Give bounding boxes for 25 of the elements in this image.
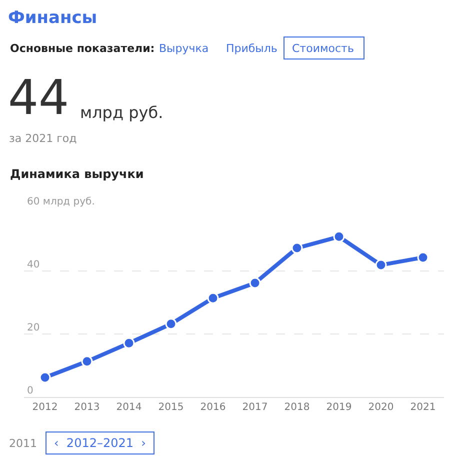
text: Прибыль <box>226 42 278 55</box>
text: Основные показатели: <box>10 42 155 55</box>
x-tick-label: 2017 <box>242 402 268 413</box>
x-tick-label: 2020 <box>368 402 394 413</box>
y-tick-label: 60 млрд руб. <box>27 196 95 208</box>
x-tick-label: 2015 <box>158 402 184 413</box>
text: 44 <box>8 70 70 126</box>
text: 2011 <box>9 437 37 450</box>
y-tick-label: 40 <box>27 260 40 270</box>
text: Стоимость <box>292 42 354 55</box>
text: млрд руб. <box>80 103 164 122</box>
text: за 2021 год <box>9 132 78 145</box>
y-tick-label: 20 <box>27 322 40 334</box>
y-tick-label: 0 <box>27 386 34 396</box>
chart-title: Финансы <box>8 8 98 28</box>
x-tick-label: 2016 <box>200 402 226 413</box>
x-tick-label: 2021 <box>410 402 436 413</box>
x-tick-label: 2018 <box>284 402 310 413</box>
text: Выручка <box>159 42 209 55</box>
x-tick-label: 2014 <box>116 402 142 413</box>
x-tick-label: 2013 <box>74 402 100 413</box>
chart-subtitle: Динамика выручки <box>10 167 144 181</box>
text: ‹ 2012–2021 › <box>54 436 146 450</box>
x-tick-label: 2019 <box>326 402 352 413</box>
x-tick-label: 2012 <box>32 402 58 413</box>
